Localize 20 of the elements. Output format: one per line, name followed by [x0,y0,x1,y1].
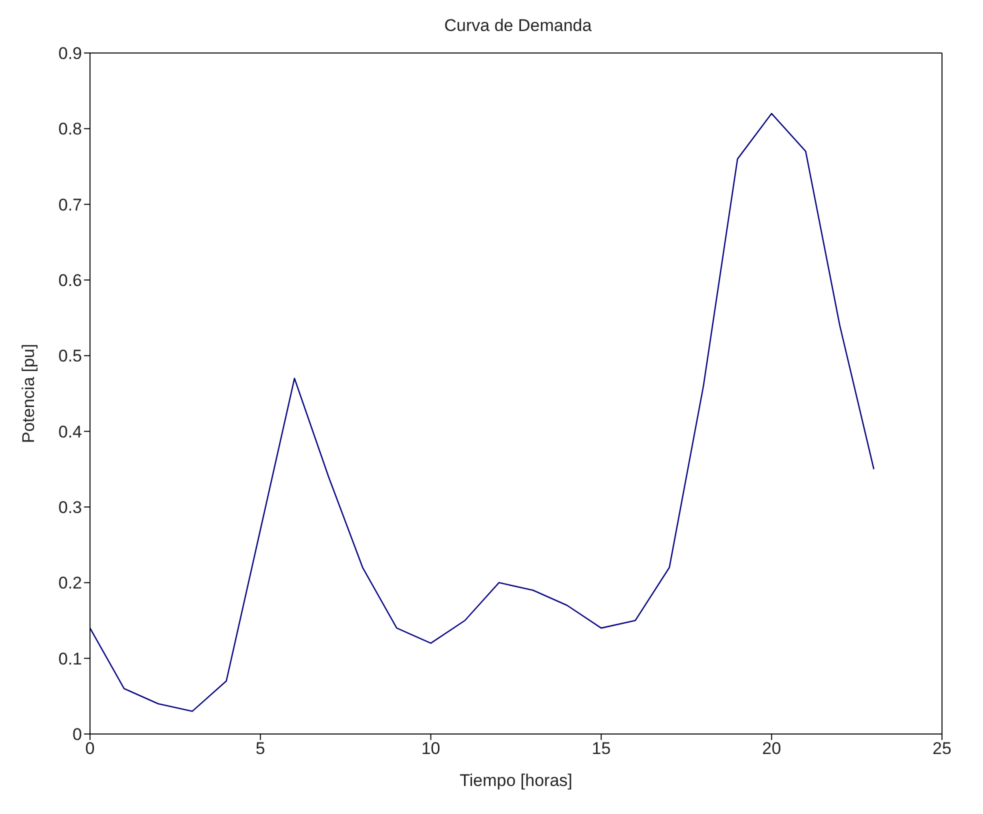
x-tick-label: 10 [421,739,440,758]
y-tick-label: 0.8 [58,120,82,139]
x-tick-label: 25 [932,739,952,758]
y-tick-label: 0.3 [58,498,82,518]
x-axis-title: Tiempo [horas] [460,771,572,790]
y-axis-title: Potencia [pu] [19,344,38,444]
line-series [90,112,874,712]
y-tick-label: 0.1 [58,649,82,668]
y-tick-label: 0.2 [58,574,82,593]
x-tick-label: 20 [762,739,782,758]
x-tick-label: 15 [592,739,611,758]
chart-title: Curva de Demanda [443,15,593,37]
x-tick-label: 5 [256,739,266,758]
y-tick-label: 0.7 [58,195,82,214]
y-tick-label: 0.9 [58,44,82,64]
y-tick-label: 0.6 [58,271,82,290]
y-tick-label: 0.5 [58,346,82,366]
y-tick-label: 0 [72,725,82,744]
y-tick-label: 0.4 [58,422,82,442]
x-tick-label: 0 [85,739,95,758]
